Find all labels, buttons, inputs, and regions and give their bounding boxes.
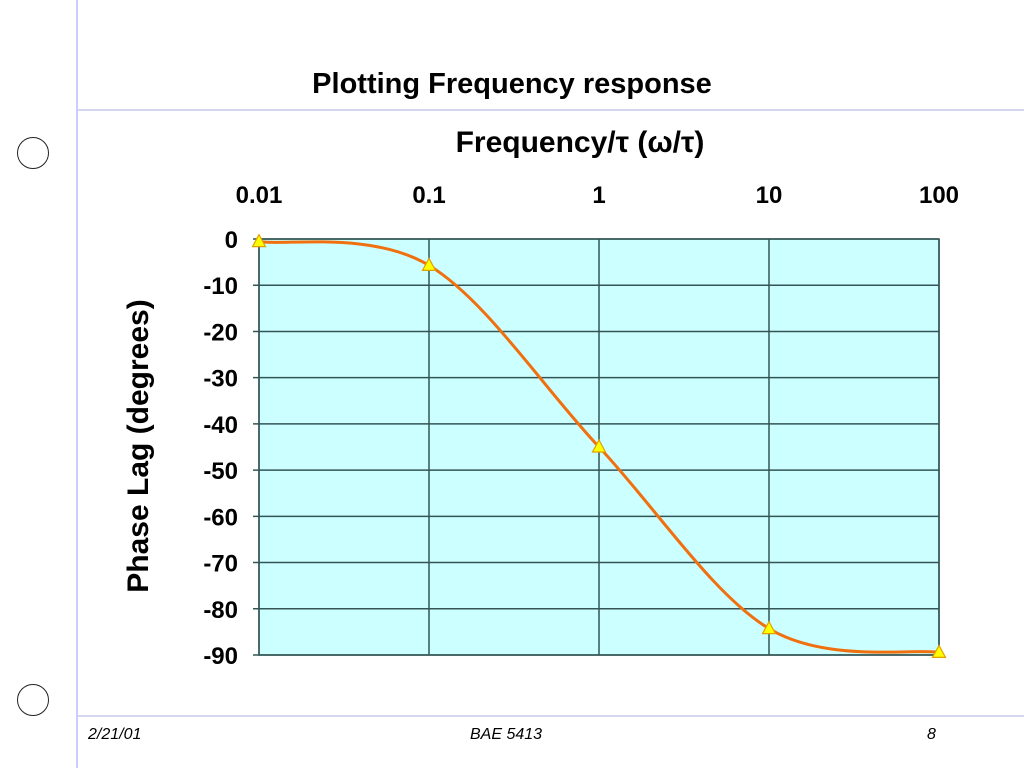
y-tick-label: -90: [203, 643, 238, 670]
x-axis-title: Frequency/τ (ω/τ): [456, 126, 705, 159]
data-point-marker: [591, 438, 607, 453]
y-tick-label: -40: [203, 412, 238, 439]
y-tick-label: -80: [203, 597, 238, 624]
slide-header-rule: [78, 109, 1024, 111]
footer-page-number: 8: [927, 726, 936, 743]
x-tick-label: 0.01: [236, 182, 283, 209]
slide-footer-rule: [78, 715, 1024, 717]
footer-course: BAE 5413: [470, 726, 543, 743]
data-point-marker: [251, 233, 267, 248]
x-tick-label: 100: [919, 182, 959, 209]
data-point-marker: [931, 644, 947, 658]
y-tick-label: -50: [203, 458, 238, 485]
x-tick-label: 10: [756, 182, 783, 209]
data-point-marker: [761, 620, 777, 635]
y-tick-label: 0: [225, 227, 238, 254]
y-tick-label: -30: [203, 366, 238, 393]
y-tick-label: -60: [203, 504, 238, 531]
slide-title: Plotting Frequency response: [312, 68, 712, 100]
x-tick-label: 0.1: [412, 182, 445, 209]
circle-bullet-icon: [17, 684, 49, 716]
slide-vertical-rule: [76, 0, 78, 768]
y-tick-label: -70: [203, 551, 238, 578]
footer-date: 2/21/01: [88, 726, 142, 743]
x-tick-label: 1: [592, 182, 605, 209]
circle-bullet-icon: [17, 137, 49, 169]
y-tick-label: -10: [203, 273, 238, 300]
y-axis-title: Phase Lag (degrees): [122, 299, 155, 592]
y-tick-label: -20: [203, 319, 238, 346]
data-point-marker: [421, 257, 437, 271]
